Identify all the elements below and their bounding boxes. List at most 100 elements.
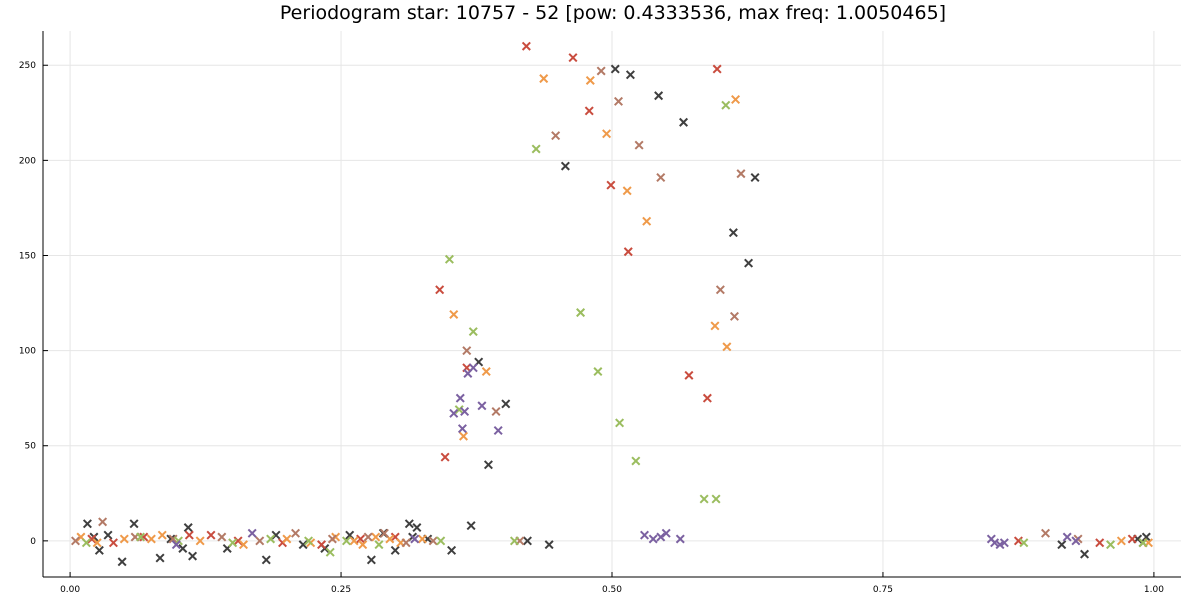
data-point xyxy=(447,545,457,555)
data-point xyxy=(710,321,720,331)
data-point xyxy=(522,536,532,546)
data-point xyxy=(729,311,739,321)
data-points xyxy=(71,41,1153,567)
axes xyxy=(42,31,1181,578)
data-point xyxy=(481,367,491,377)
data-point xyxy=(366,555,376,565)
data-point xyxy=(428,536,438,546)
data-point xyxy=(157,530,167,540)
data-point xyxy=(168,534,178,544)
data-point xyxy=(304,536,314,546)
data-point xyxy=(282,534,292,544)
data-point xyxy=(155,553,165,563)
data-point xyxy=(136,532,146,542)
data-point xyxy=(483,460,493,470)
data-point xyxy=(103,530,113,540)
data-point xyxy=(217,532,227,542)
data-point xyxy=(317,540,327,550)
data-point xyxy=(615,418,625,428)
series-6 xyxy=(171,363,1081,550)
data-point xyxy=(711,494,721,504)
data-point xyxy=(722,342,732,352)
chart-title: Periodogram star: 10757 - 52 [pow: 0.433… xyxy=(280,2,946,24)
data-point xyxy=(291,528,301,538)
y-tick-label: 50 xyxy=(25,442,37,452)
data-point xyxy=(990,538,1000,548)
y-tick-label: 0 xyxy=(30,537,36,547)
data-point xyxy=(631,456,641,466)
data-point xyxy=(341,536,351,546)
data-point xyxy=(435,285,445,295)
data-point xyxy=(390,545,400,555)
data-point xyxy=(82,519,92,529)
data-point xyxy=(576,308,586,318)
data-point xyxy=(999,538,1009,548)
data-point xyxy=(298,540,308,550)
data-point xyxy=(266,534,276,544)
data-point xyxy=(625,70,635,80)
data-point xyxy=(171,540,181,550)
data-point xyxy=(610,64,620,74)
data-point xyxy=(750,172,760,182)
data-point xyxy=(642,216,652,226)
data-point xyxy=(87,534,97,544)
data-point xyxy=(98,517,108,527)
data-point xyxy=(634,140,644,150)
x-tick-label: 0.25 xyxy=(331,585,351,595)
data-point xyxy=(454,405,464,415)
data-point xyxy=(648,534,658,544)
data-point xyxy=(417,534,427,544)
data-point xyxy=(568,53,578,63)
data-point xyxy=(261,555,271,565)
data-point xyxy=(178,543,188,553)
data-point xyxy=(1141,532,1151,542)
data-point xyxy=(459,431,469,441)
data-point xyxy=(544,540,554,550)
y-tick-label: 200 xyxy=(19,156,36,166)
y-tick-label: 150 xyxy=(19,251,36,261)
data-point xyxy=(509,536,519,546)
data-point xyxy=(560,161,570,171)
data-point xyxy=(457,424,467,434)
data-point xyxy=(1138,538,1148,548)
data-point xyxy=(602,129,612,139)
data-point xyxy=(238,540,249,550)
grid-lines xyxy=(43,31,1181,577)
data-point xyxy=(410,534,420,544)
data-point xyxy=(92,538,102,548)
data-point xyxy=(81,538,91,548)
data-point xyxy=(1080,549,1090,559)
data-point xyxy=(1127,534,1137,544)
data-point xyxy=(146,534,156,544)
data-point xyxy=(596,66,606,76)
data-point xyxy=(684,370,694,380)
data-point xyxy=(119,534,129,544)
data-point xyxy=(363,532,373,542)
data-point xyxy=(271,530,281,540)
data-point xyxy=(188,551,198,561)
data-point xyxy=(551,131,561,141)
data-point xyxy=(721,100,731,110)
data-point xyxy=(358,540,368,550)
data-point xyxy=(349,536,359,546)
data-point xyxy=(654,91,664,101)
series-2 xyxy=(87,41,1137,550)
data-point xyxy=(404,519,414,529)
data-point xyxy=(233,536,243,546)
data-point xyxy=(255,536,265,546)
data-point xyxy=(593,367,603,377)
data-point xyxy=(247,528,257,538)
data-point xyxy=(1057,540,1067,550)
data-point xyxy=(183,523,193,533)
data-point xyxy=(1095,538,1105,548)
data-point xyxy=(640,530,650,540)
data-point xyxy=(501,399,511,409)
series-5 xyxy=(81,100,1148,557)
x-tick-label: 0.50 xyxy=(602,585,622,595)
data-point xyxy=(477,401,487,411)
data-point xyxy=(379,528,389,538)
data-point xyxy=(440,452,450,462)
data-point xyxy=(444,254,454,264)
data-point xyxy=(1116,536,1126,546)
data-point xyxy=(1019,538,1029,548)
